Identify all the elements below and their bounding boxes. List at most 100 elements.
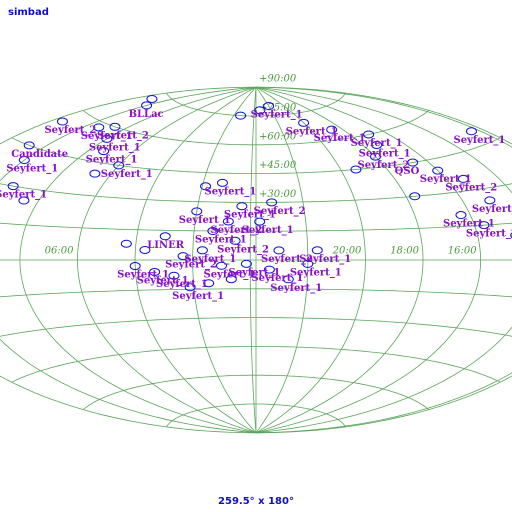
object-marker [254,106,266,115]
object-marker [215,261,227,270]
object-marker [18,196,30,205]
object-marker [263,265,275,274]
object-marker [120,239,132,248]
object-marker [484,196,496,205]
object-marker [222,217,234,226]
dec-label: +60:00 [259,131,297,142]
object-marker [89,169,101,178]
object-marker [146,94,158,103]
object-marker [236,202,248,211]
object-marker [216,178,228,187]
object-marker [407,158,419,167]
object-marker [23,141,35,150]
object-label: Seyfert_1 [204,186,256,197]
object-marker [225,275,237,284]
object-label: Seyfert_1 [228,267,280,278]
grid-line [166,92,346,117]
object-label: Seyfert_1 [299,254,351,265]
object-label: Seyfert_1 [224,210,276,221]
object-label: Seyfert_1 [172,291,224,302]
object-marker [302,259,314,268]
object-label: Seyfert_1 [203,269,255,280]
object-label: Seyfert_1 [137,275,189,286]
object-label: Seyfert_1 [359,148,411,159]
object-label: Seyfert_1 [453,135,505,146]
object-label: Seyfert_1 [81,131,133,142]
object-marker [457,174,469,183]
object-marker [7,182,19,191]
object-marker [101,134,113,143]
object-label: Seyfert_1 [251,110,303,121]
grid-line [0,222,512,232]
object-label: Seyfert_2 [254,206,306,217]
object-marker [139,245,151,254]
object-marker [263,102,275,111]
object-marker [273,246,285,255]
object-label: Seyfert_2 [217,244,269,255]
object-marker [350,165,362,174]
object-marker [18,156,30,165]
object-label: Seyfert_2 [97,130,149,141]
object-label: Seyfert_2 [357,160,409,171]
object-marker [465,127,477,136]
dec-label: +75:00 [259,103,297,114]
object-label: Seyfert_1 [420,174,472,185]
object-marker [266,198,278,207]
object-label: QSO [395,166,420,177]
object-marker [196,246,208,255]
object-label: Seyfert_1 [0,190,47,201]
object-marker [93,123,105,132]
object-marker [298,118,310,127]
object-label: LINER [147,240,184,251]
grid-line [0,288,512,298]
object-marker [56,117,68,126]
object-label: Seyfert_1 [270,283,322,294]
object-label: Seyfert_1 [86,155,138,166]
object-marker [98,147,110,156]
object-label: Seyfert_1 [351,138,403,149]
object-label: Seyfert_1 [156,279,208,290]
object-label: Seyfert_1 [443,219,495,230]
grid-line [11,345,501,383]
object-marker [311,246,323,255]
ra-label: 20:00 [332,246,362,257]
grid-line [82,110,430,146]
object-marker [207,227,219,236]
object-label: Seyfert_1 [117,270,169,281]
object-marker [240,259,252,268]
object-marker [203,279,215,288]
object-label: Seyfert_1 [6,164,58,175]
object-label: Seyfert_1 [314,133,366,144]
object-marker [200,182,212,191]
dec-label: +45:00 [259,160,297,171]
object-marker [184,283,196,292]
ra-label: 06:00 [45,246,74,257]
object-marker [191,207,203,216]
object-marker [141,101,153,110]
ra-label: 16:00 [448,246,477,257]
object-label: Seyfert_1 [290,267,342,278]
object-label: Seyfert_1 [195,235,247,246]
object-marker [109,122,121,131]
object-marker [254,217,266,226]
object-marker [369,152,381,161]
grid-line [0,183,512,203]
object-marker [177,252,189,261]
object-label: Seyfert_1 [101,169,153,180]
object-marker [229,236,241,245]
ra-label: 18:00 [390,246,419,257]
object-label: Seyfert_1 [242,225,294,236]
object-label: Seyfert_1 [89,142,141,153]
object-label: BLLac [129,109,164,120]
object-label: Seyfert_2 [210,225,262,236]
object-label: Seyfert_2 [165,260,217,271]
survey-title: simbad [8,7,49,18]
object-label: Candidate [11,149,68,160]
object-marker [432,166,444,175]
object-marker [113,161,125,170]
object-label: Seyfert_2 [445,182,497,193]
field-of-view: 259.5° x 180° [218,496,294,507]
object-label: Seyfert_2 [44,125,96,136]
object-label: Seyfert_2 [466,229,512,240]
